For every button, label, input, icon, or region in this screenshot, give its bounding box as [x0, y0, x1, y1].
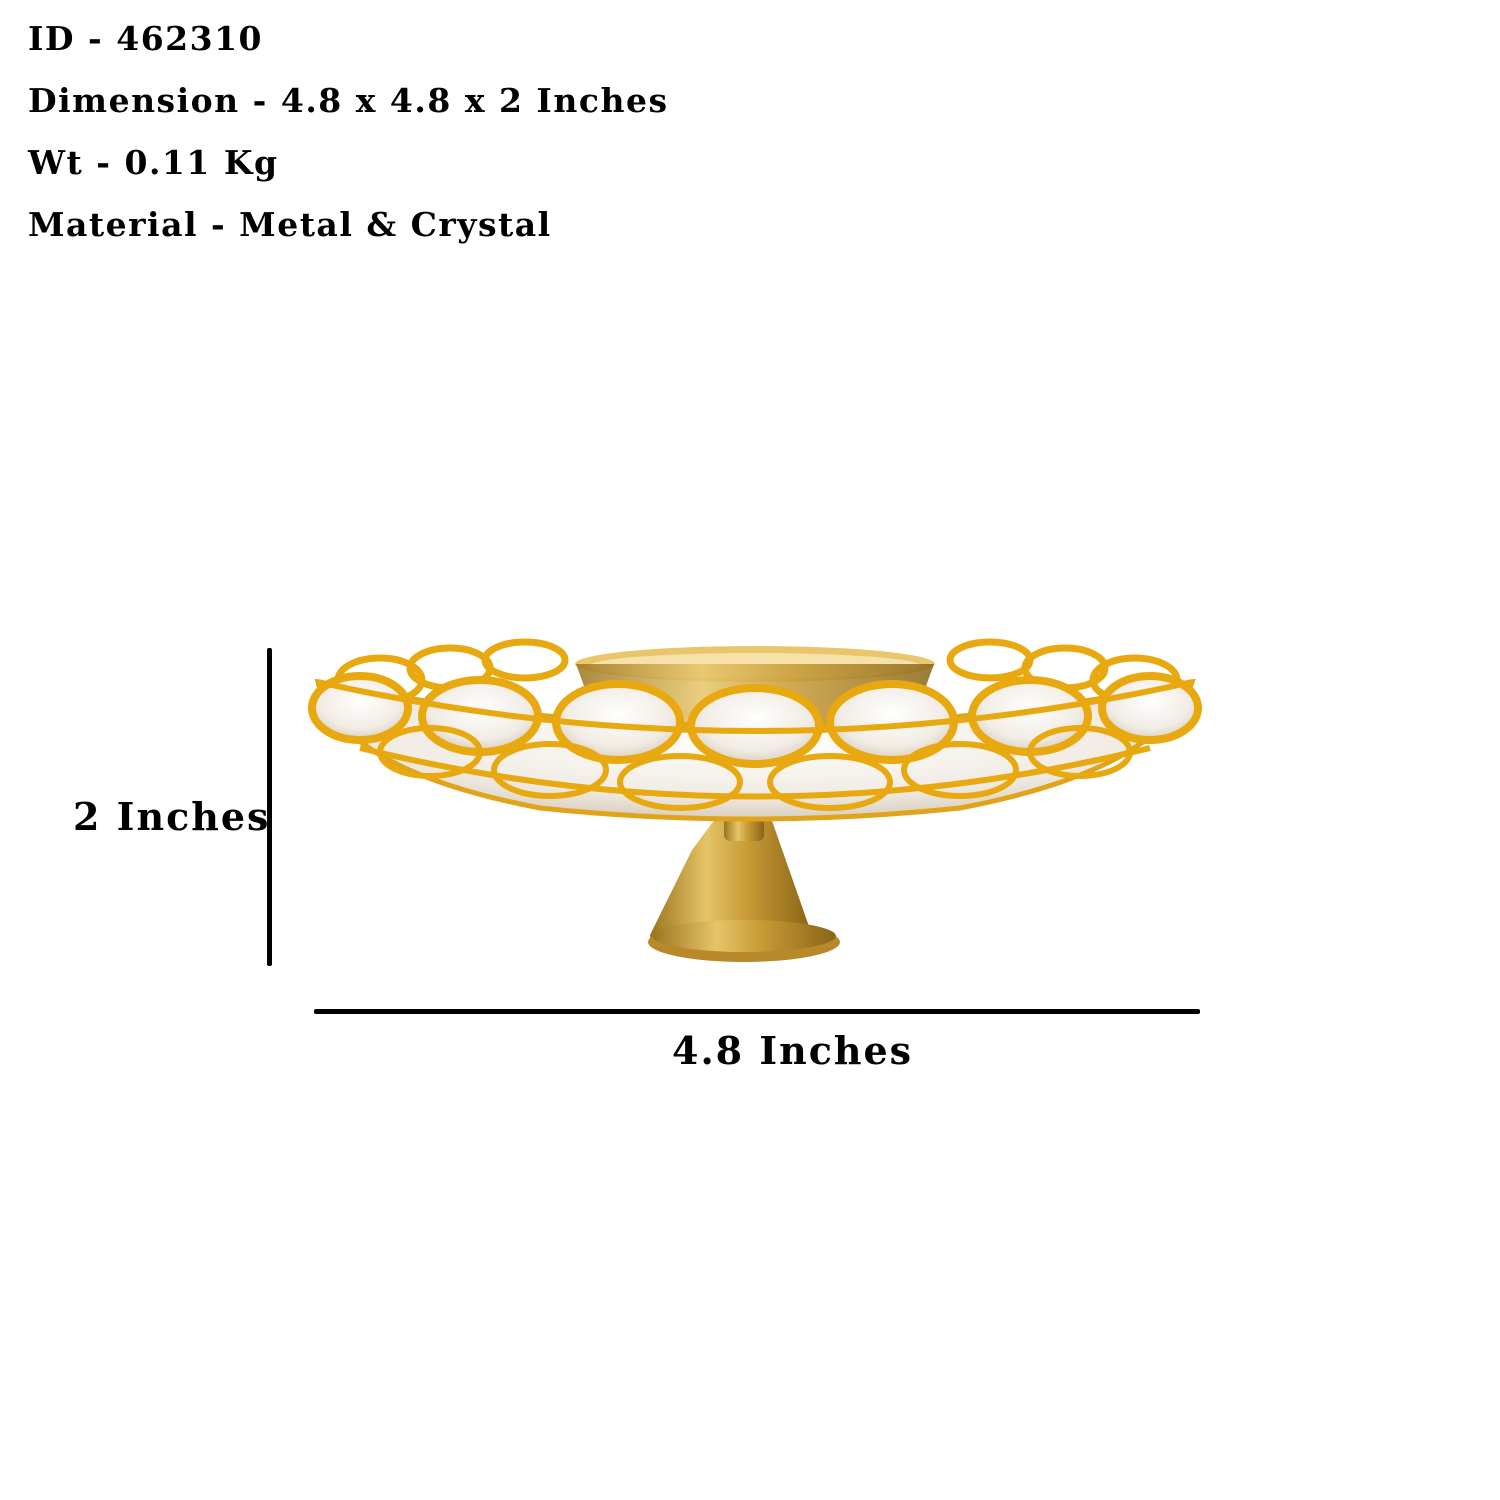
width-dimension-label: 4.8 Inches: [672, 1028, 914, 1073]
product-weight: Wt - 0.11 Kg: [28, 143, 279, 182]
product-dimension: Dimension - 4.8 x 4.8 x 2 Inches: [28, 81, 669, 120]
height-dimension-label: 2 Inches: [73, 794, 271, 839]
product-material: Material - Metal & Crystal: [28, 205, 552, 244]
product-id: ID - 462310: [28, 19, 263, 58]
front-ring-row: [308, 672, 1202, 811]
crystal-diya-lamp-image: [308, 638, 1202, 962]
height-dimension-line: [267, 648, 272, 966]
width-dimension-line: [314, 1009, 1200, 1014]
